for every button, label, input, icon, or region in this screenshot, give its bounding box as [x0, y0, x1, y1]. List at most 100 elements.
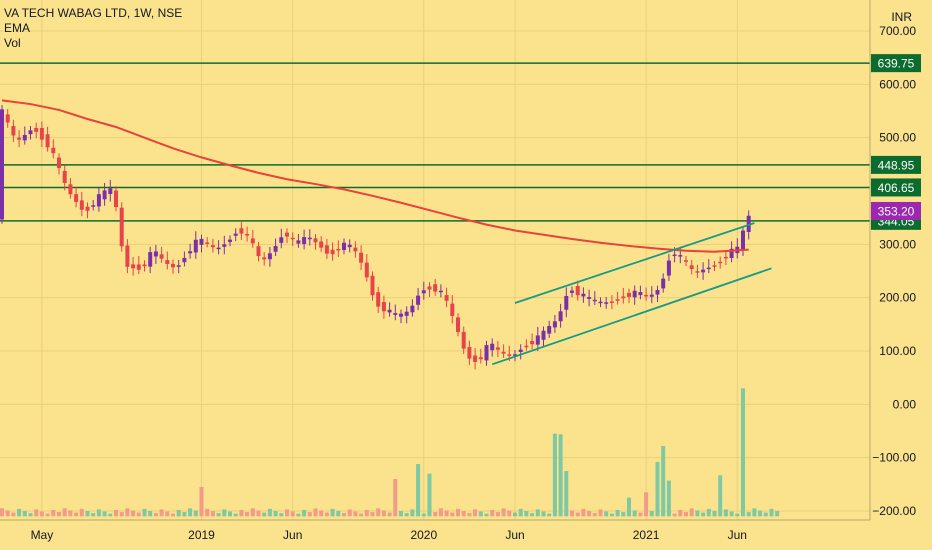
level-tag[interactable] [871, 155, 921, 174]
candle-body[interactable] [210, 245, 215, 248]
candle-body[interactable] [461, 331, 466, 349]
candle-body[interactable] [564, 295, 569, 310]
indicator-ema[interactable]: EMA [4, 21, 31, 35]
candle-body[interactable] [279, 237, 284, 243]
candle-body[interactable] [142, 264, 147, 267]
candle-body[interactable] [632, 290, 637, 298]
candle-body[interactable] [535, 335, 540, 345]
candle-body[interactable] [473, 355, 478, 362]
candle-body[interactable] [57, 157, 61, 169]
symbol-title[interactable]: VA TECH WABAG LTD, 1W, NSE [4, 6, 183, 20]
candle-body[interactable] [79, 200, 84, 210]
candle-body[interactable] [290, 237, 295, 240]
candle-body[interactable] [530, 340, 535, 345]
candle-body[interactable] [501, 351, 506, 354]
candle-body[interactable] [649, 294, 654, 297]
candle-body[interactable] [5, 114, 10, 123]
candle-body[interactable] [706, 267, 711, 270]
candle-body[interactable] [125, 245, 130, 267]
candle-body[interactable] [661, 278, 666, 289]
candle-body[interactable] [193, 239, 198, 253]
candle-body[interactable] [376, 292, 381, 307]
indicator-vol[interactable]: Vol [4, 36, 21, 50]
candle-body[interactable] [199, 238, 204, 245]
candle-body[interactable] [427, 286, 432, 290]
candle-body[interactable] [136, 264, 141, 270]
candle-body[interactable] [364, 262, 369, 278]
candle-body[interactable] [273, 245, 278, 252]
candle-body[interactable] [313, 238, 318, 243]
candle-body[interactable] [148, 252, 153, 267]
candle-body[interactable] [176, 265, 181, 267]
candle-body[interactable] [119, 207, 124, 247]
candle-body[interactable] [484, 345, 489, 361]
candle-body[interactable] [324, 245, 329, 254]
candle-body[interactable] [655, 289, 660, 295]
candle-body[interactable] [85, 206, 90, 211]
candle-body[interactable] [102, 190, 107, 200]
candle-body[interactable] [433, 284, 438, 292]
candle-body[interactable] [678, 255, 683, 257]
candle-body[interactable] [114, 190, 118, 208]
candle-body[interactable] [336, 248, 341, 251]
candle-body[interactable] [450, 303, 455, 317]
candle-body[interactable] [570, 290, 574, 293]
candle-body[interactable] [131, 264, 136, 269]
candle-body[interactable] [359, 252, 364, 263]
candle-body[interactable] [615, 299, 620, 301]
candle-body[interactable] [410, 305, 415, 313]
candle-body[interactable] [34, 127, 39, 132]
candle-body[interactable] [404, 311, 409, 316]
candle-body[interactable] [672, 254, 677, 257]
candle-body[interactable] [159, 254, 164, 259]
candle-body[interactable] [307, 237, 312, 240]
candle-body[interactable] [96, 194, 101, 207]
candle-body[interactable] [205, 242, 210, 244]
channel-lower-line[interactable] [491, 267, 772, 366]
candle-body[interactable] [421, 290, 426, 294]
candle-body[interactable] [695, 271, 700, 273]
candle-body[interactable] [74, 194, 79, 202]
candle-body[interactable] [393, 313, 398, 315]
candle-body[interactable] [689, 265, 694, 270]
candle-body[interactable] [62, 170, 67, 183]
candle-body[interactable] [11, 126, 16, 136]
candle-body[interactable] [592, 299, 597, 302]
candle-body[interactable] [91, 205, 96, 207]
candle-body[interactable] [701, 269, 706, 273]
candle-body[interactable] [45, 134, 50, 148]
candle-body[interactable] [296, 240, 301, 244]
candle-body[interactable] [718, 261, 723, 264]
candle-body[interactable] [552, 321, 557, 328]
candle-body[interactable] [644, 294, 649, 297]
candle-body[interactable] [51, 147, 56, 154]
candle-body[interactable] [17, 137, 22, 140]
candle-body[interactable] [342, 242, 346, 250]
candle-body[interactable] [216, 247, 221, 250]
ema-line[interactable] [1, 99, 749, 253]
price-axis[interactable] [870, 0, 932, 550]
candle-body[interactable] [381, 302, 386, 312]
candle-body[interactable] [108, 188, 113, 195]
candle-body[interactable] [604, 302, 609, 304]
candle-body[interactable] [684, 260, 688, 262]
level-tag[interactable] [871, 178, 921, 197]
candle-body[interactable] [723, 256, 728, 259]
candle-body[interactable] [239, 228, 244, 234]
candle-body[interactable] [256, 246, 261, 257]
candle-body[interactable] [490, 343, 495, 351]
candle-body[interactable] [729, 248, 734, 258]
candle-body[interactable] [741, 230, 745, 250]
candle-body[interactable] [547, 326, 552, 334]
candle-body[interactable] [513, 354, 517, 356]
candle-body[interactable] [598, 301, 603, 304]
candle-body[interactable] [416, 295, 421, 305]
candle-body[interactable] [399, 313, 403, 317]
candle-body[interactable] [587, 297, 592, 299]
candle-body[interactable] [262, 257, 267, 260]
candle-body[interactable] [478, 357, 483, 360]
candle-body[interactable] [712, 265, 717, 267]
candle-body[interactable] [319, 241, 324, 248]
candle-body[interactable] [438, 290, 443, 293]
